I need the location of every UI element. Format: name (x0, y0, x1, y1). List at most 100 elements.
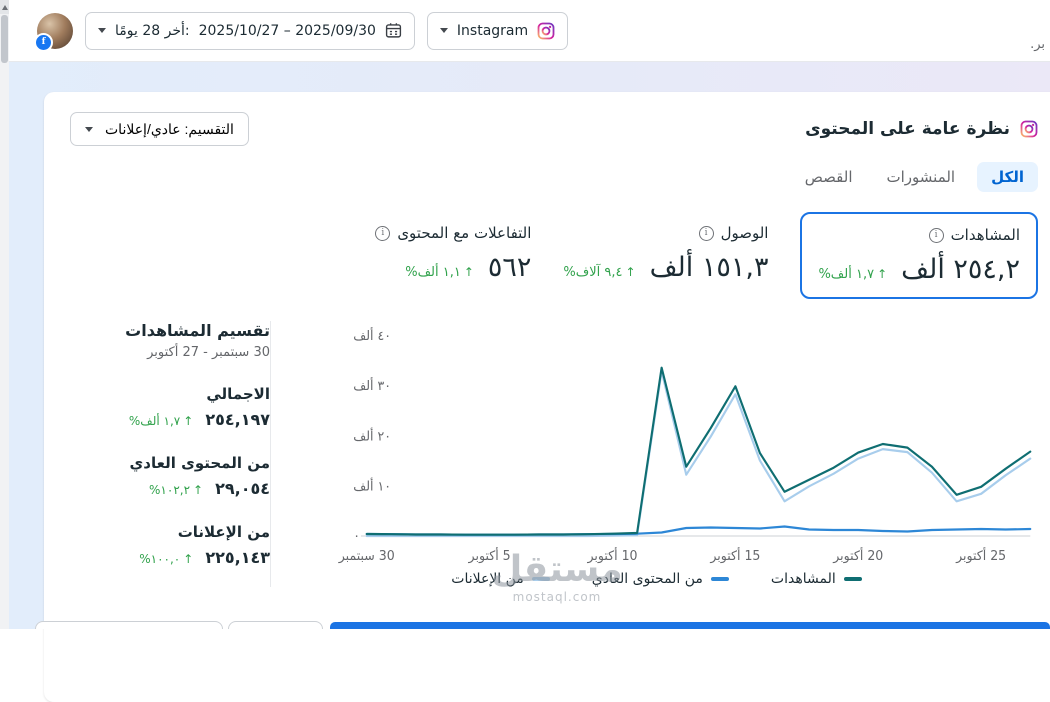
metric-value-row: ٢٥٤,٢ ألف ↑ ١,٧ ألف% (818, 254, 1020, 285)
metric-change: ↑ ١,٧ ألف% (818, 267, 887, 282)
metric-reach[interactable]: الوصول i ١٥١,٣ ألف ↑ ٩,٤ آلاف% (563, 212, 768, 299)
watermark-domain: mostaql.com (472, 590, 642, 604)
breakdown-change: ↑ ١٠٠,٠% (139, 552, 193, 566)
metric-title: الوصول (721, 224, 769, 242)
metric-change-value: ١,١ ألف% (405, 265, 461, 280)
card-title-group: نظرة عامة على المحتوى (805, 119, 1038, 139)
svg-text:٤٠ ألف: ٤٠ ألف (353, 327, 391, 344)
metric-title: المشاهدات (951, 226, 1020, 244)
breakdown-change-value: ١٠٠,٠% (139, 552, 180, 566)
partial-bottom-button-1[interactable] (35, 621, 223, 629)
chart-section: ٠ ١٠ ألف ٢٠ ألف ٣٠ ألف ٤٠ ألف 30 سبتمبر 5 أكتو… (70, 321, 1038, 587)
svg-text:٠: ٠ (353, 529, 360, 544)
breakdown-ads: من الإعلانات ٢٢٥,١٤٣ ↑ ١٠٠,٠% (80, 523, 270, 567)
legend-color-dash-icon (711, 577, 729, 581)
breakdown-value-row: ٢٢٥,١٤٣ ↑ ١٠٠,٠% (80, 548, 270, 567)
calendar-icon (385, 22, 402, 39)
metric-value-row: ٥٦٢ ↑ ١,١ ألف% (375, 252, 531, 283)
trend-up-icon: ↑ (183, 414, 193, 428)
metrics-row: المشاهدات i ٢٥٤,٢ ألف ↑ ١,٧ ألف% الوصول … (70, 212, 1038, 299)
svg-text:15 أكتوبر: 15 أكتوبر (709, 547, 760, 564)
metric-views[interactable]: المشاهدات i ٢٥٤,٢ ألف ↑ ١,٧ ألف% (800, 212, 1038, 299)
tab-posts[interactable]: المنشورات (875, 162, 968, 192)
chart-column: ٠ ١٠ ألف ٢٠ ألف ٣٠ ألف ٤٠ ألف 30 سبتمبر 5 أكتو… (270, 321, 1038, 587)
instagram-icon (1020, 120, 1038, 138)
breakdown-label: من الإعلانات (80, 523, 270, 541)
panel-date-range: 30 سبتمبر - 27 أكتوبر (80, 345, 270, 360)
breakdown-change: ↑ ١,٧ ألف% (129, 414, 193, 428)
metric-value: ٢٥٤,٢ ألف (901, 254, 1020, 285)
metric-content-interactions[interactable]: التفاعلات مع المحتوى i ٥٦٢ ↑ ١,١ ألف% (375, 212, 531, 299)
facebook-badge-icon: f (34, 33, 53, 52)
info-icon[interactable]: i (699, 226, 714, 241)
svg-text:25 أكتوبر: 25 أكتوبر (955, 547, 1006, 564)
trend-up-icon: ↑ (464, 265, 474, 279)
legend-item[interactable]: من المحتوى العادي (592, 571, 729, 587)
views-line-chart[interactable]: ٠ ١٠ ألف ٢٠ ألف ٣٠ ألف ٤٠ ألف 30 سبتمبر 5 أكتو… (275, 321, 1038, 567)
breakdown-value-row: ٢٥٤,١٩٧ ↑ ١,٧ ألف% (80, 410, 270, 429)
page-title: نظرة عامة على المحتوى (805, 119, 1010, 139)
trend-up-icon: ↑ (193, 483, 203, 497)
svg-text:٣٠ ألف: ٣٠ ألف (353, 377, 391, 394)
breakdown-label: من المحتوى العادي (80, 454, 270, 472)
instagram-icon (537, 22, 555, 40)
vertical-scrollbar[interactable] (0, 0, 9, 629)
chevron-down-icon (85, 127, 93, 132)
date-range-value: 2025/10/27 – 2025/09/30 (199, 23, 376, 39)
date-range-label: أخر 28 يومًا: (115, 23, 190, 39)
chevron-down-icon (98, 28, 106, 33)
breakdown-label: الاجمالي (80, 385, 270, 403)
metric-change-value: ١,٧ ألف% (818, 267, 874, 282)
content-tabs: الكل المنشورات القصص (70, 162, 1038, 192)
breakdown-change-value: ١,٧ ألف% (129, 414, 180, 428)
info-icon[interactable]: i (375, 226, 390, 241)
svg-text:٢٠ ألف: ٢٠ ألف (353, 427, 391, 444)
platform-dropdown[interactable]: Instagram (427, 12, 568, 50)
up-triangle-icon (2, 5, 8, 10)
page-background: نظرة عامة على المحتوى التقسيم: عادي/إعلا… (9, 62, 1050, 629)
info-icon[interactable]: i (929, 228, 944, 243)
tab-stories[interactable]: القصص (793, 162, 865, 192)
breakdown-change-value: ١٠٢,٢% (149, 483, 190, 497)
svg-text:5 أكتوبر: 5 أكتوبر (468, 547, 511, 564)
truncated-header-text: بر. (1030, 37, 1045, 52)
legend-label: من المحتوى العادي (592, 571, 703, 587)
breakdown-value: ٢٩,٠٥٤ (215, 479, 270, 498)
svg-text:20 أكتوبر: 20 أكتوبر (832, 547, 883, 564)
legend-item[interactable]: المشاهدات (771, 571, 862, 587)
trend-up-icon: ↑ (626, 265, 636, 279)
partial-bottom-blue-button[interactable] (330, 622, 1050, 629)
metric-title-row: المشاهدات i (818, 226, 1020, 244)
panel-title: تقسيم المشاهدات (80, 321, 270, 340)
top-toolbar: f أخر 28 يومًا: 2025/10/27 – 2025/09/30 … (9, 0, 1050, 62)
partial-bottom-button-2[interactable] (228, 621, 323, 629)
breakdown-value: ٢٢٥,١٤٣ (205, 548, 270, 567)
legend-color-dash-icon (844, 577, 862, 581)
svg-text:10 أكتوبر: 10 أكتوبر (586, 547, 637, 564)
breakdown-change: ↑ ١٠٢,٢% (149, 483, 203, 497)
breakdown-total: الاجمالي ٢٥٤,١٩٧ ↑ ١,٧ ألف% (80, 385, 270, 429)
tab-all[interactable]: الكل (977, 162, 1038, 192)
trend-up-icon: ↑ (877, 267, 887, 281)
metric-value-row: ١٥١,٣ ألف ↑ ٩,٤ آلاف% (563, 252, 768, 283)
metric-value: ٥٦٢ (488, 252, 532, 283)
views-breakdown-panel: تقسيم المشاهدات 30 سبتمبر - 27 أكتوبر ال… (70, 321, 270, 587)
svg-text:30 سبتمبر: 30 سبتمبر (338, 549, 395, 564)
legend-label: المشاهدات (771, 571, 836, 587)
svg-text:١٠ ألف: ١٠ ألف (353, 478, 391, 495)
platform-label: Instagram (457, 23, 528, 39)
metric-change: ↑ ٩,٤ آلاف% (563, 265, 635, 280)
metric-change: ↑ ١,١ ألف% (405, 265, 474, 280)
metric-change-value: ٩,٤ آلاف% (563, 265, 622, 280)
scrollbar-thumb[interactable] (1, 15, 8, 63)
breakdown-button-label: التقسيم: عادي/إعلانات (105, 121, 234, 138)
metric-value: ١٥١,٣ ألف (650, 252, 769, 283)
breakdown-dropdown-button[interactable]: التقسيم: عادي/إعلانات (70, 112, 249, 146)
avatar[interactable]: f (37, 13, 73, 49)
scrollbar-up-arrow[interactable] (0, 0, 9, 14)
date-range-dropdown[interactable]: أخر 28 يومًا: 2025/10/27 – 2025/09/30 (85, 12, 415, 50)
legend-color-dash-icon (532, 577, 550, 581)
chart-legend: المشاهدات من المحتوى العادي من الإعلانات (275, 571, 1038, 587)
legend-item[interactable]: من الإعلانات (451, 571, 550, 587)
breakdown-value-row: ٢٩,٠٥٤ ↑ ١٠٢,٢% (80, 479, 270, 498)
